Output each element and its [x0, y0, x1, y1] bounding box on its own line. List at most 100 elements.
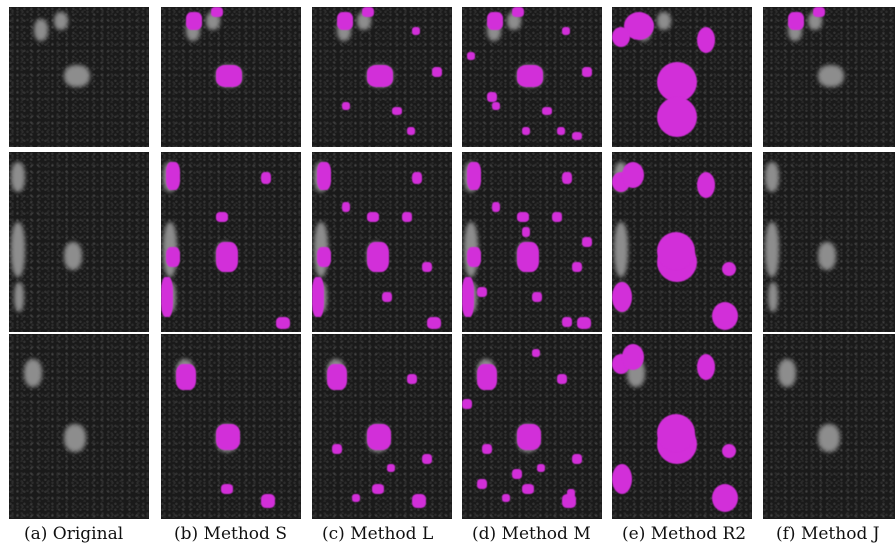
segmentation-overlay — [412, 27, 420, 35]
column-method-l — [312, 7, 452, 519]
segmentation-overlay — [612, 464, 632, 494]
segmentation-overlay — [572, 262, 582, 272]
segmentation-overlay — [327, 364, 347, 390]
segmentation-overlay — [477, 364, 497, 390]
segmentation-overlay — [582, 67, 592, 77]
segmentation-overlay — [427, 317, 441, 329]
caption-method-l: (c) Method L — [322, 524, 434, 544]
panel-method-l-row-3 — [312, 334, 452, 519]
segmentation-overlay — [722, 262, 736, 276]
segmentation-overlay — [467, 247, 481, 267]
segmentation-overlay — [813, 7, 825, 17]
tissue-structure — [11, 162, 25, 192]
segmentation-overlay — [216, 242, 238, 272]
segmentation-overlay — [367, 65, 393, 87]
segmentation-overlay — [622, 344, 644, 370]
segmentation-overlay — [502, 494, 510, 502]
segmentation-overlay — [337, 12, 353, 30]
segmentation-overlay — [166, 162, 180, 190]
segmentation-overlay — [657, 414, 695, 452]
segmentation-overlay — [562, 172, 572, 184]
segmentation-overlay — [572, 454, 582, 464]
segmentation-overlay — [261, 494, 275, 508]
segmentation-overlay — [512, 469, 522, 479]
segmentation-overlay — [562, 27, 570, 35]
segmentation-overlay — [572, 132, 582, 140]
tissue-structure — [24, 359, 42, 387]
segmentation-overlay — [697, 354, 715, 380]
column-original — [9, 7, 149, 519]
panel-method-j-row-2 — [763, 152, 895, 332]
segmentation-overlay — [462, 277, 474, 317]
segmentation-overlay — [276, 317, 290, 329]
segmentation-overlay — [487, 12, 503, 30]
segmentation-overlay — [537, 464, 545, 472]
segmentation-overlay — [487, 92, 497, 102]
segmentation-overlay — [517, 212, 529, 222]
segmentation-overlay — [372, 484, 384, 494]
segmentation-overlay — [722, 444, 736, 458]
panel-method-l-row-1 — [312, 7, 452, 147]
panel-method-s-row-3 — [161, 334, 301, 519]
caption-method-r2: (e) Method R2 — [622, 524, 747, 544]
segmentation-overlay — [216, 424, 240, 450]
segmentation-overlay — [712, 484, 738, 512]
segmentation-overlay — [557, 127, 565, 135]
segmentation-overlay — [432, 67, 442, 77]
segmentation-overlay — [517, 424, 541, 450]
panel-method-s-row-2 — [161, 152, 301, 332]
segmentation-overlay — [176, 364, 196, 390]
tissue-structure — [64, 242, 82, 270]
tissue-structure — [818, 65, 844, 87]
column-method-j — [763, 7, 895, 519]
segmentation-overlay — [477, 479, 487, 489]
segmentation-overlay — [166, 247, 180, 267]
segmentation-overlay — [216, 212, 228, 222]
tissue-structure — [34, 19, 48, 41]
segmentation-overlay — [221, 484, 233, 494]
tissue-structure — [657, 12, 671, 30]
segmentation-overlay — [492, 102, 500, 110]
segmentation-overlay — [577, 317, 591, 329]
segmentation-overlay — [392, 107, 402, 115]
segmentation-overlay — [517, 65, 543, 87]
segmentation-overlay — [382, 292, 392, 302]
segmentation-overlay — [216, 65, 242, 87]
segmentation-overlay — [352, 494, 360, 502]
segmentation-overlay — [522, 484, 534, 494]
column-method-m — [462, 7, 602, 519]
column-method-s — [161, 7, 301, 519]
segmentation-overlay — [562, 494, 576, 508]
segmentation-overlay — [186, 12, 202, 30]
ct-texture — [9, 152, 149, 332]
panel-method-j-row-3 — [763, 334, 895, 519]
tissue-structure — [64, 424, 86, 452]
segmentation-overlay — [697, 172, 715, 198]
segmentation-overlay — [467, 52, 475, 60]
segmentation-overlay — [261, 172, 271, 184]
panel-method-m-row-2 — [462, 152, 602, 332]
tissue-structure — [818, 242, 836, 270]
segmentation-overlay — [482, 444, 492, 454]
segmentation-overlay — [332, 444, 342, 454]
segmentation-overlay — [492, 202, 500, 212]
segmentation-overlay — [557, 374, 567, 384]
segmentation-overlay — [367, 212, 379, 222]
segmentation-overlay — [657, 232, 695, 270]
column-method-r2 — [612, 7, 752, 519]
segmentation-overlay — [407, 127, 415, 135]
segmentation-overlay — [211, 7, 223, 17]
segmentation-overlay — [788, 12, 804, 30]
panel-original-row-1 — [9, 7, 149, 147]
caption-method-m: (d) Method M — [472, 524, 591, 544]
segmentation-overlay — [342, 102, 350, 110]
segmentation-overlay — [612, 27, 630, 47]
tissue-structure — [54, 12, 68, 30]
panel-method-m-row-1 — [462, 7, 602, 147]
panel-method-r2-row-2 — [612, 152, 752, 332]
tissue-structure — [778, 359, 796, 387]
segmentation-overlay — [402, 212, 412, 222]
segmentation-overlay — [412, 172, 422, 184]
tissue-structure — [614, 222, 628, 277]
segmentation-overlay — [412, 494, 426, 508]
